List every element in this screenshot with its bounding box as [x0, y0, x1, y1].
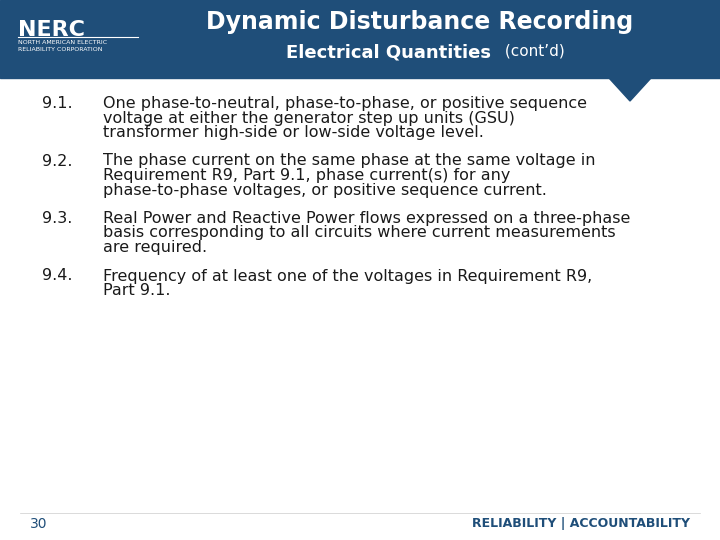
Text: The phase current on the same phase at the same voltage in: The phase current on the same phase at t…: [103, 153, 595, 168]
Text: Real Power and Reactive Power flows expressed on a three-phase: Real Power and Reactive Power flows expr…: [103, 211, 631, 226]
Text: phase-to-phase voltages, or positive sequence current.: phase-to-phase voltages, or positive seq…: [103, 183, 547, 198]
Text: One phase-to-neutral, phase-to-phase, or positive sequence: One phase-to-neutral, phase-to-phase, or…: [103, 96, 587, 111]
Text: 9.1.: 9.1.: [42, 96, 73, 111]
Polygon shape: [609, 78, 651, 101]
Text: 30: 30: [30, 517, 48, 531]
Text: (cont’d): (cont’d): [500, 43, 564, 58]
Text: Requirement R9, Part 9.1, phase current(s) for any: Requirement R9, Part 9.1, phase current(…: [103, 168, 510, 183]
Text: Part 9.1.: Part 9.1.: [103, 283, 171, 298]
Text: Dynamic Disturbance Recording: Dynamic Disturbance Recording: [207, 10, 634, 34]
Text: 9.2.: 9.2.: [42, 153, 73, 168]
Text: Frequency of at least one of the voltages in Requirement R9,: Frequency of at least one of the voltage…: [103, 268, 593, 284]
Text: NERC: NERC: [18, 20, 85, 40]
Text: RELIABILITY | ACCOUNTABILITY: RELIABILITY | ACCOUNTABILITY: [472, 517, 690, 530]
Bar: [0, 0, 720, 78]
Text: voltage at either the generator step up units (GSU): voltage at either the generator step up …: [103, 111, 515, 125]
Text: Electrical Quantities: Electrical Quantities: [286, 43, 490, 61]
Text: transformer high-side or low-side voltage level.: transformer high-side or low-side voltag…: [103, 125, 484, 140]
Text: NORTH AMERICAN ELECTRIC
RELIABILITY CORPORATION: NORTH AMERICAN ELECTRIC RELIABILITY CORP…: [18, 40, 107, 52]
Text: 9.3.: 9.3.: [42, 211, 73, 226]
Text: 9.4.: 9.4.: [42, 268, 73, 284]
Text: are required.: are required.: [103, 240, 207, 255]
Text: basis corresponding to all circuits where current measurements: basis corresponding to all circuits wher…: [103, 226, 616, 240]
